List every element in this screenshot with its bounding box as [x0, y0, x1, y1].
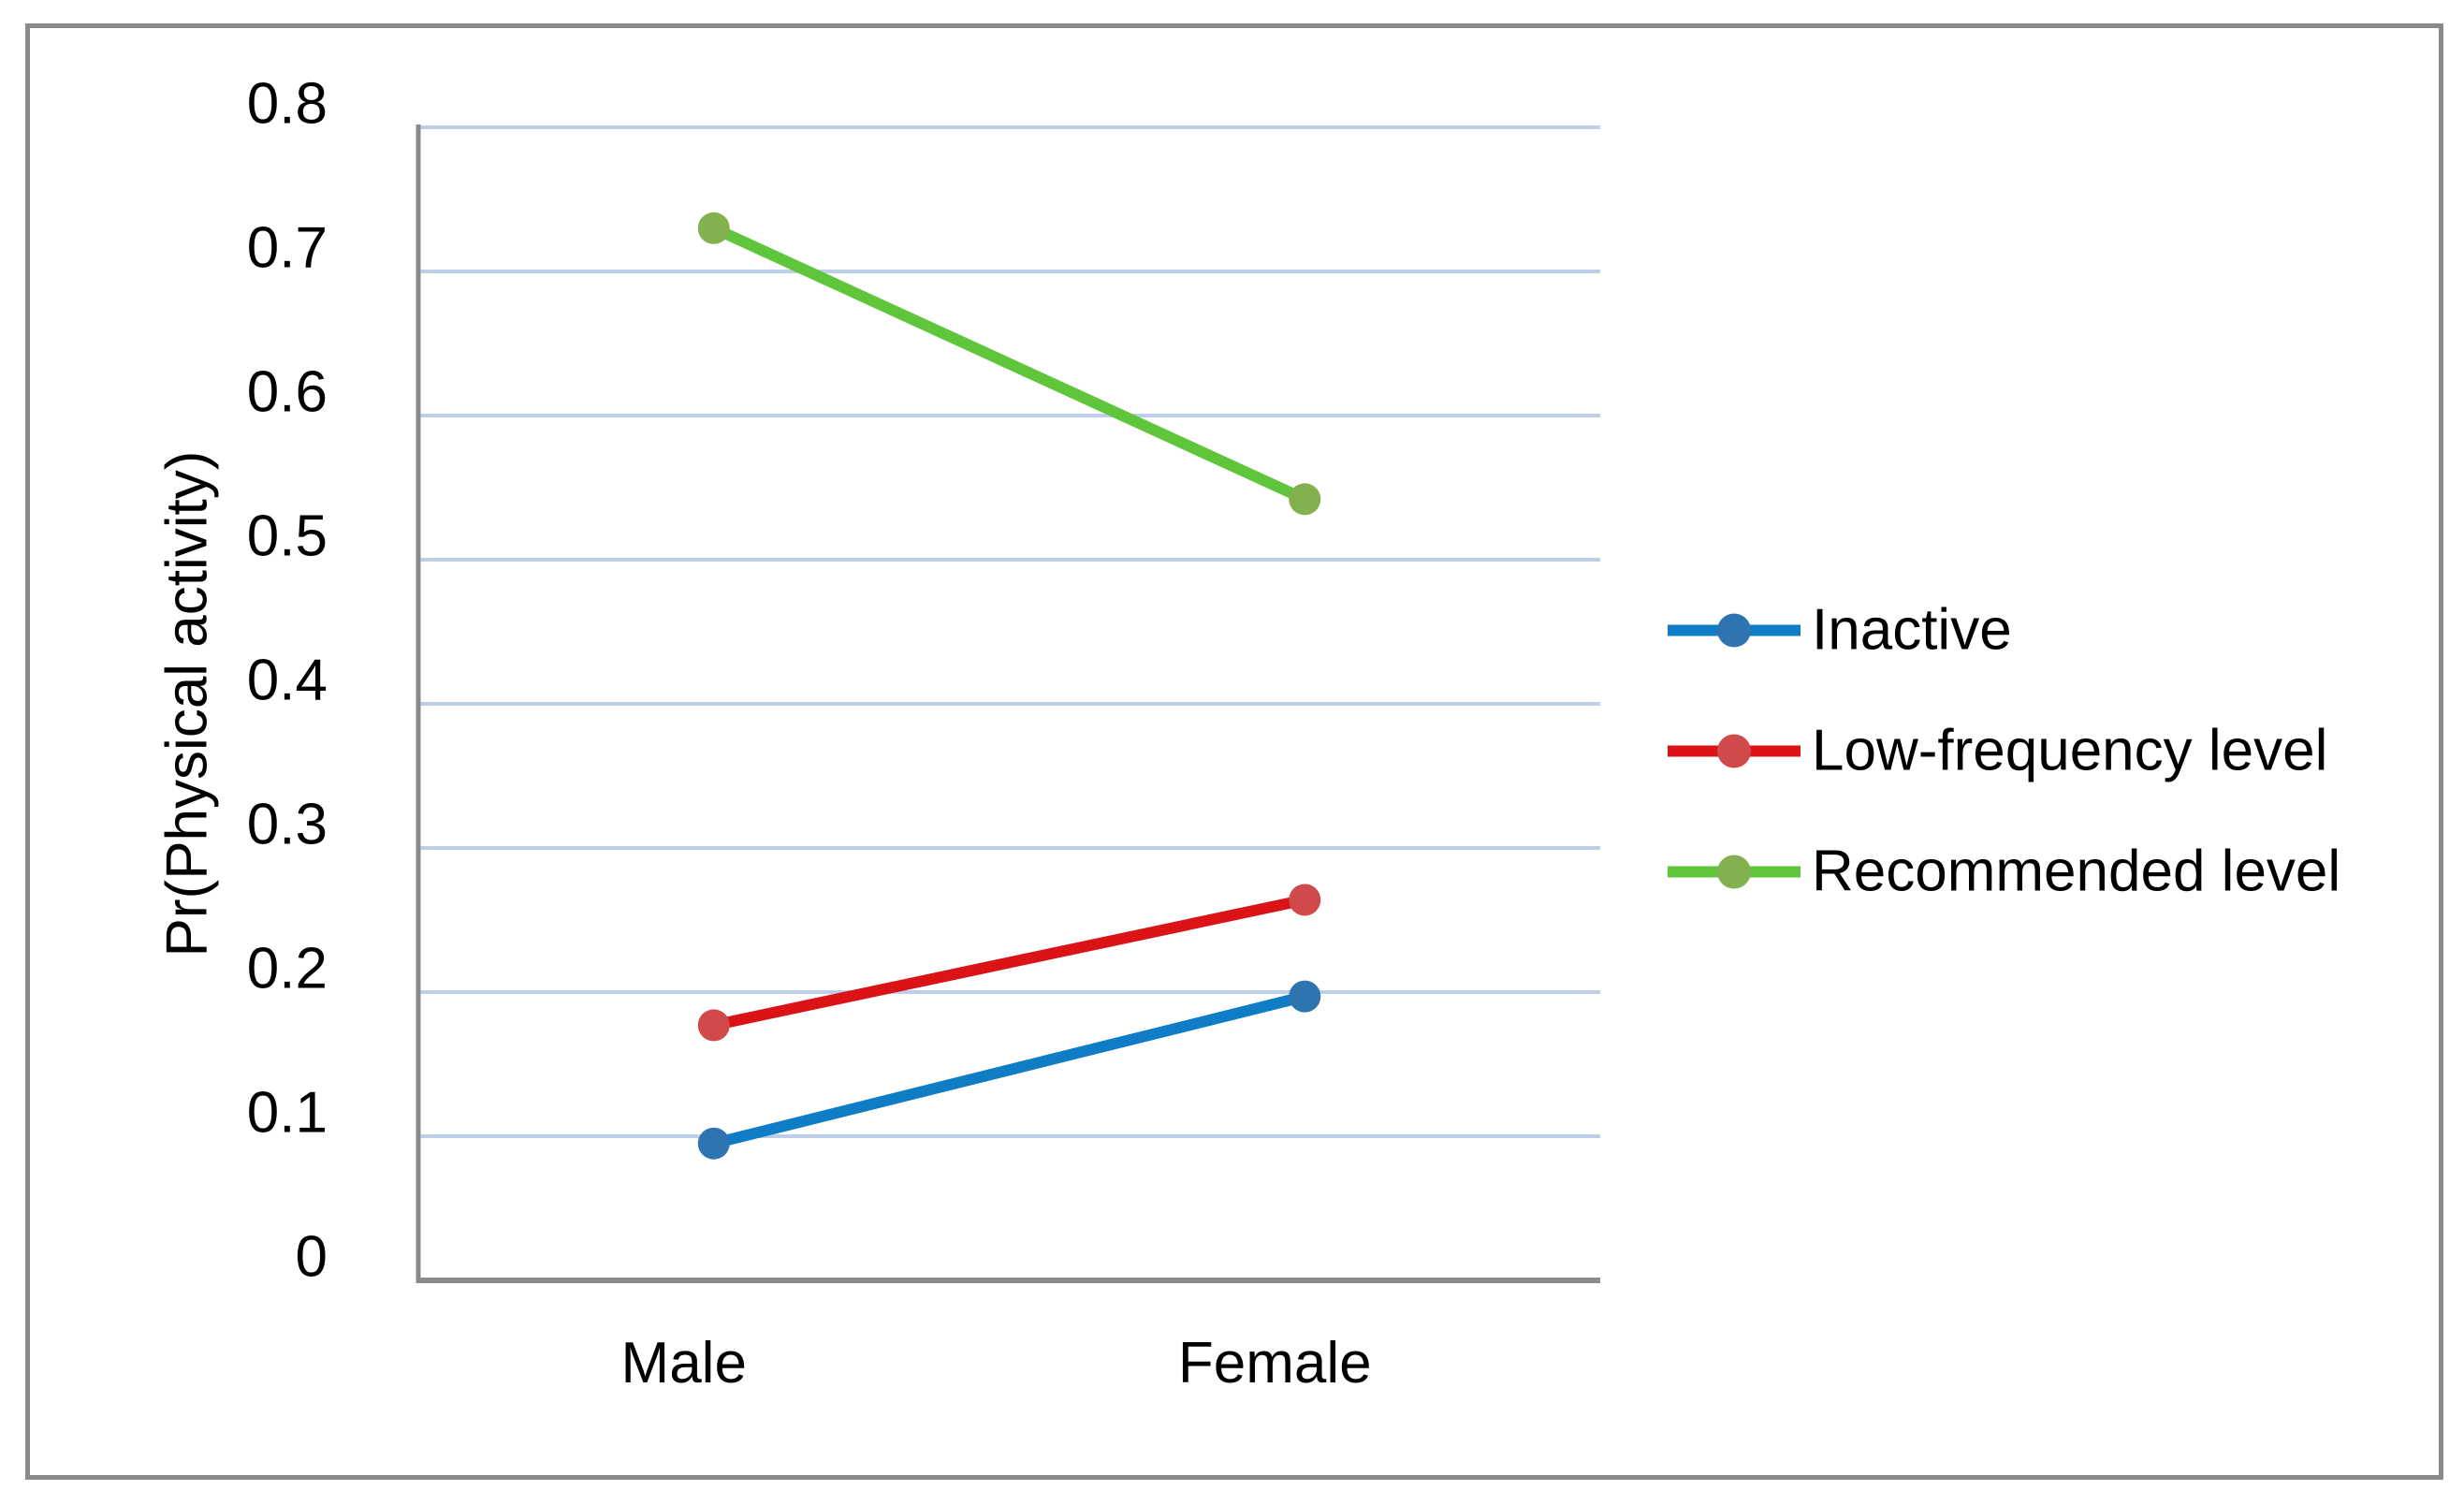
legend-marker-icon	[1717, 855, 1751, 888]
legend-swatch	[1668, 850, 1801, 893]
y-tick-label: 0.6	[246, 359, 328, 425]
legend-label: Recommended level	[1812, 839, 2341, 904]
data-point-marker	[1289, 884, 1321, 916]
data-point-marker	[1289, 980, 1321, 1013]
y-tick-label: 0.3	[246, 792, 328, 857]
y-tick-label: 0.1	[246, 1080, 328, 1146]
chart-frame: Pr(Physical activity) 0 0.1 0.2 0.3 0.4 0.5 0.…	[25, 23, 2443, 1480]
x-category-label: Male	[620, 1331, 747, 1395]
y-tick-label: 0.7	[246, 215, 328, 281]
y-tick-label: 0.4	[246, 648, 328, 713]
legend-item: Inactive	[1668, 597, 2012, 664]
y-tick-label: 0.8	[246, 71, 328, 137]
data-point-marker	[697, 1127, 730, 1160]
data-point-marker	[697, 1009, 730, 1042]
x-category-label: Female	[1177, 1331, 1372, 1395]
legend-item: Recommended level	[1668, 839, 2340, 905]
legend-swatch	[1668, 729, 1801, 772]
y-tick-label: 0.2	[246, 936, 328, 1001]
legend-marker-icon	[1717, 613, 1751, 647]
legend-swatch	[1668, 608, 1801, 651]
legend-label: Inactive	[1812, 597, 2012, 663]
plot-area	[416, 124, 1600, 1283]
series-line-2	[707, 222, 1311, 505]
series-line-1	[707, 894, 1311, 1031]
data-point-marker	[1289, 483, 1321, 516]
series-line-0	[707, 990, 1311, 1149]
legend-marker-icon	[1717, 734, 1751, 767]
data-point-marker	[697, 212, 730, 244]
legend-label: Low-frequency level	[1812, 718, 2328, 783]
y-tick-label: 0.5	[246, 504, 328, 569]
y-axis-title: Pr(Physical activity)	[154, 450, 220, 957]
legend-item: Low-frequency level	[1668, 718, 2327, 784]
y-tick-label: 0	[295, 1224, 328, 1290]
